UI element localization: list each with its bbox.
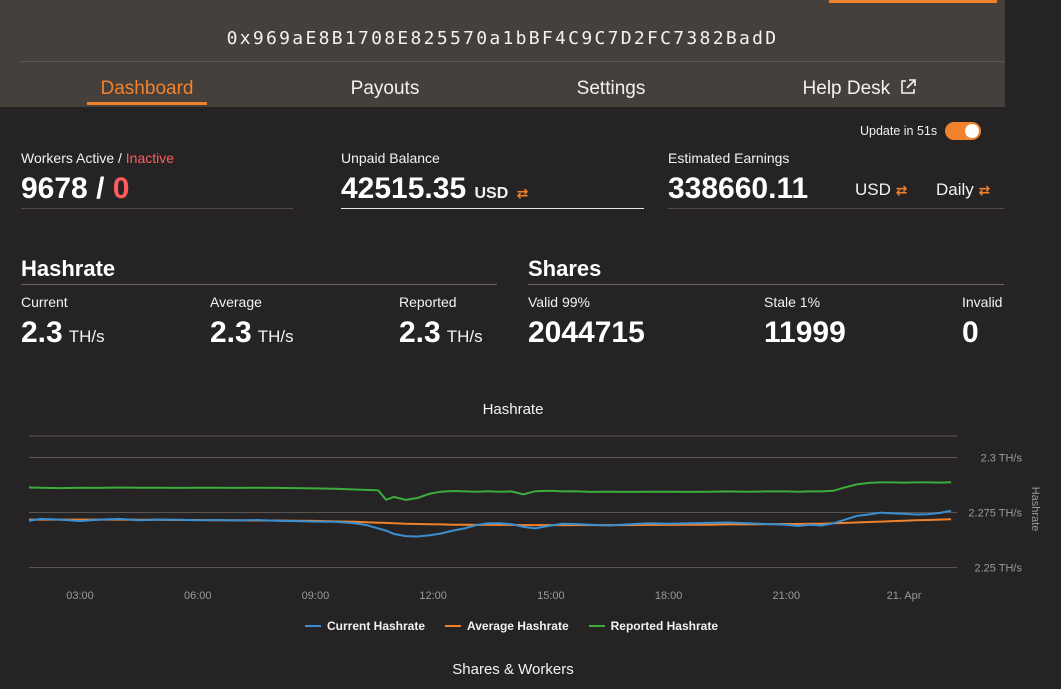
legend-label-current: Current Hashrate [327,619,426,633]
auto-update-control: Update in 51s [860,122,982,140]
chart-x-tick-label: 21:00 [773,590,801,602]
workers-inactive-count: 0 [112,172,130,205]
hashrate-chart-title: Hashrate [482,401,544,418]
legend-item-current[interactable]: Current Hashrate [305,619,425,633]
currency-swap-icon: ⇄ [895,182,908,198]
wallet-address: 0x969aE8B1708E825570a1bBF4C9C7D2FC7382Ba… [226,28,779,49]
chart-y-axis-label: Hashrate [1029,487,1041,532]
shares-section-title: Shares [528,256,602,281]
auto-update-toggle[interactable] [945,122,982,140]
estimated-earnings-label: Estimated Earnings [668,150,790,166]
unpaid-balance-amount: 42515.35 [341,172,467,205]
hashrate-average-label: Average [210,294,262,310]
tab-settings[interactable]: Settings [576,78,646,99]
chart-y-tick-label: 2.275 TH/s [968,508,1022,520]
shares-valid-label: Valid 99% [528,294,591,310]
chart-y-tick-label: 2.25 TH/s [975,563,1023,575]
hashrate-reported-label: Reported [399,294,457,310]
tab-help-desk-label: Help Desk [802,78,891,99]
workers-underline [21,208,293,209]
shares-stale-value: 11999 [764,316,846,349]
earnings-underline [668,208,1004,209]
chart-x-tick-label: 21. Apr [887,590,922,602]
legend-item-average[interactable]: Average Hashrate [445,619,569,633]
workers-value: 9678 / 0 [21,172,129,206]
chart-x-tick-label: 03:00 [66,590,94,602]
unpaid-balance-currency: USD [474,185,509,202]
legend-swatch-average [445,625,462,627]
hashrate-reported-unit: TH/s [446,327,483,346]
shares-stale-label: Stale 1% [764,294,821,310]
hashrate-chart: 03:00 06:00 09:00 12:00 15:00 18:00 21:00 21. A… [28,435,1041,602]
earnings-period-selector[interactable]: Daily ⇄ [936,180,990,200]
chart-legend: Current Hashrate Average Hashrate Report… [305,619,718,633]
tab-dashboard[interactable]: Dashboard [100,78,194,99]
workers-active-label: Workers Active / [21,150,122,166]
chart-y-tick-label: 2.3 TH/s [981,453,1023,465]
hashrate-section-title: Hashrate [21,256,116,281]
hashrate-current-unit: TH/s [68,327,105,346]
chart-x-tick-label: 06:00 [184,590,212,602]
shares-invalid-value: 0 [962,316,979,349]
update-countdown-label: Update in 51s [860,124,938,138]
legend-swatch-current [305,625,321,627]
shares-valid-value: 2044715 [528,316,645,349]
workers-label: Workers Active / Inactive [21,150,174,166]
shares-workers-chart-title: Shares & Workers [452,661,574,678]
legend-label-reported: Reported Hashrate [610,619,719,633]
hashrate-reported-value: 2.3 TH/s [399,316,483,350]
workers-separator: / [96,172,105,205]
chart-x-tick-label: 12:00 [419,590,447,602]
earnings-currency: USD [855,180,891,199]
period-swap-icon: ⇄ [978,182,991,198]
chart-x-tick-label: 15:00 [537,590,565,602]
legend-swatch-reported [588,625,605,627]
top-header: 0x969aE8B1708E825570a1bBF4C9C7D2FC7382Ba… [0,0,1005,107]
chart-x-tick-label: 09:00 [302,590,330,602]
reported-hashrate-line [28,481,952,501]
unpaid-balance-label: Unpaid Balance [341,150,440,166]
chart-x-tick-label: 18:00 [655,590,683,602]
workers-active-count: 9678 [21,172,88,205]
unpaid-balance-value: 42515.35 USD ⇄ [341,172,528,206]
current-hashrate-line [28,509,952,538]
earnings-period: Daily [936,180,974,199]
tab-help-desk[interactable]: Help Desk [790,78,930,100]
hashrate-current-label: Current [21,294,68,310]
header-divider [20,61,1005,62]
legend-label-average: Average Hashrate [467,619,569,633]
earnings-currency-selector[interactable]: USD ⇄ [855,180,907,200]
unpaid-balance-underline [341,208,644,209]
hashrate-section-divider [21,284,497,285]
shares-invalid-label: Invalid [962,294,1003,310]
header-accent-bar [829,0,997,3]
shares-section-divider [528,284,1004,285]
hashrate-reported-number: 2.3 [399,316,441,349]
active-tab-indicator [87,102,207,105]
legend-item-reported[interactable]: Reported Hashrate [588,619,719,633]
hashrate-current-value: 2.3 TH/s [21,316,105,350]
hashrate-average-unit: TH/s [257,327,294,346]
toggle-knob [965,124,980,138]
estimated-earnings-amount: 338660.11 [668,172,809,205]
currency-swap-icon[interactable]: ⇄ [516,185,529,201]
tab-payouts[interactable]: Payouts [350,78,420,99]
external-link-icon [901,79,917,94]
hashrate-average-value: 2.3 TH/s [210,316,294,350]
workers-inactive-label: Inactive [125,150,175,166]
hashrate-average-number: 2.3 [210,316,252,349]
hashrate-current-number: 2.3 [21,316,63,349]
